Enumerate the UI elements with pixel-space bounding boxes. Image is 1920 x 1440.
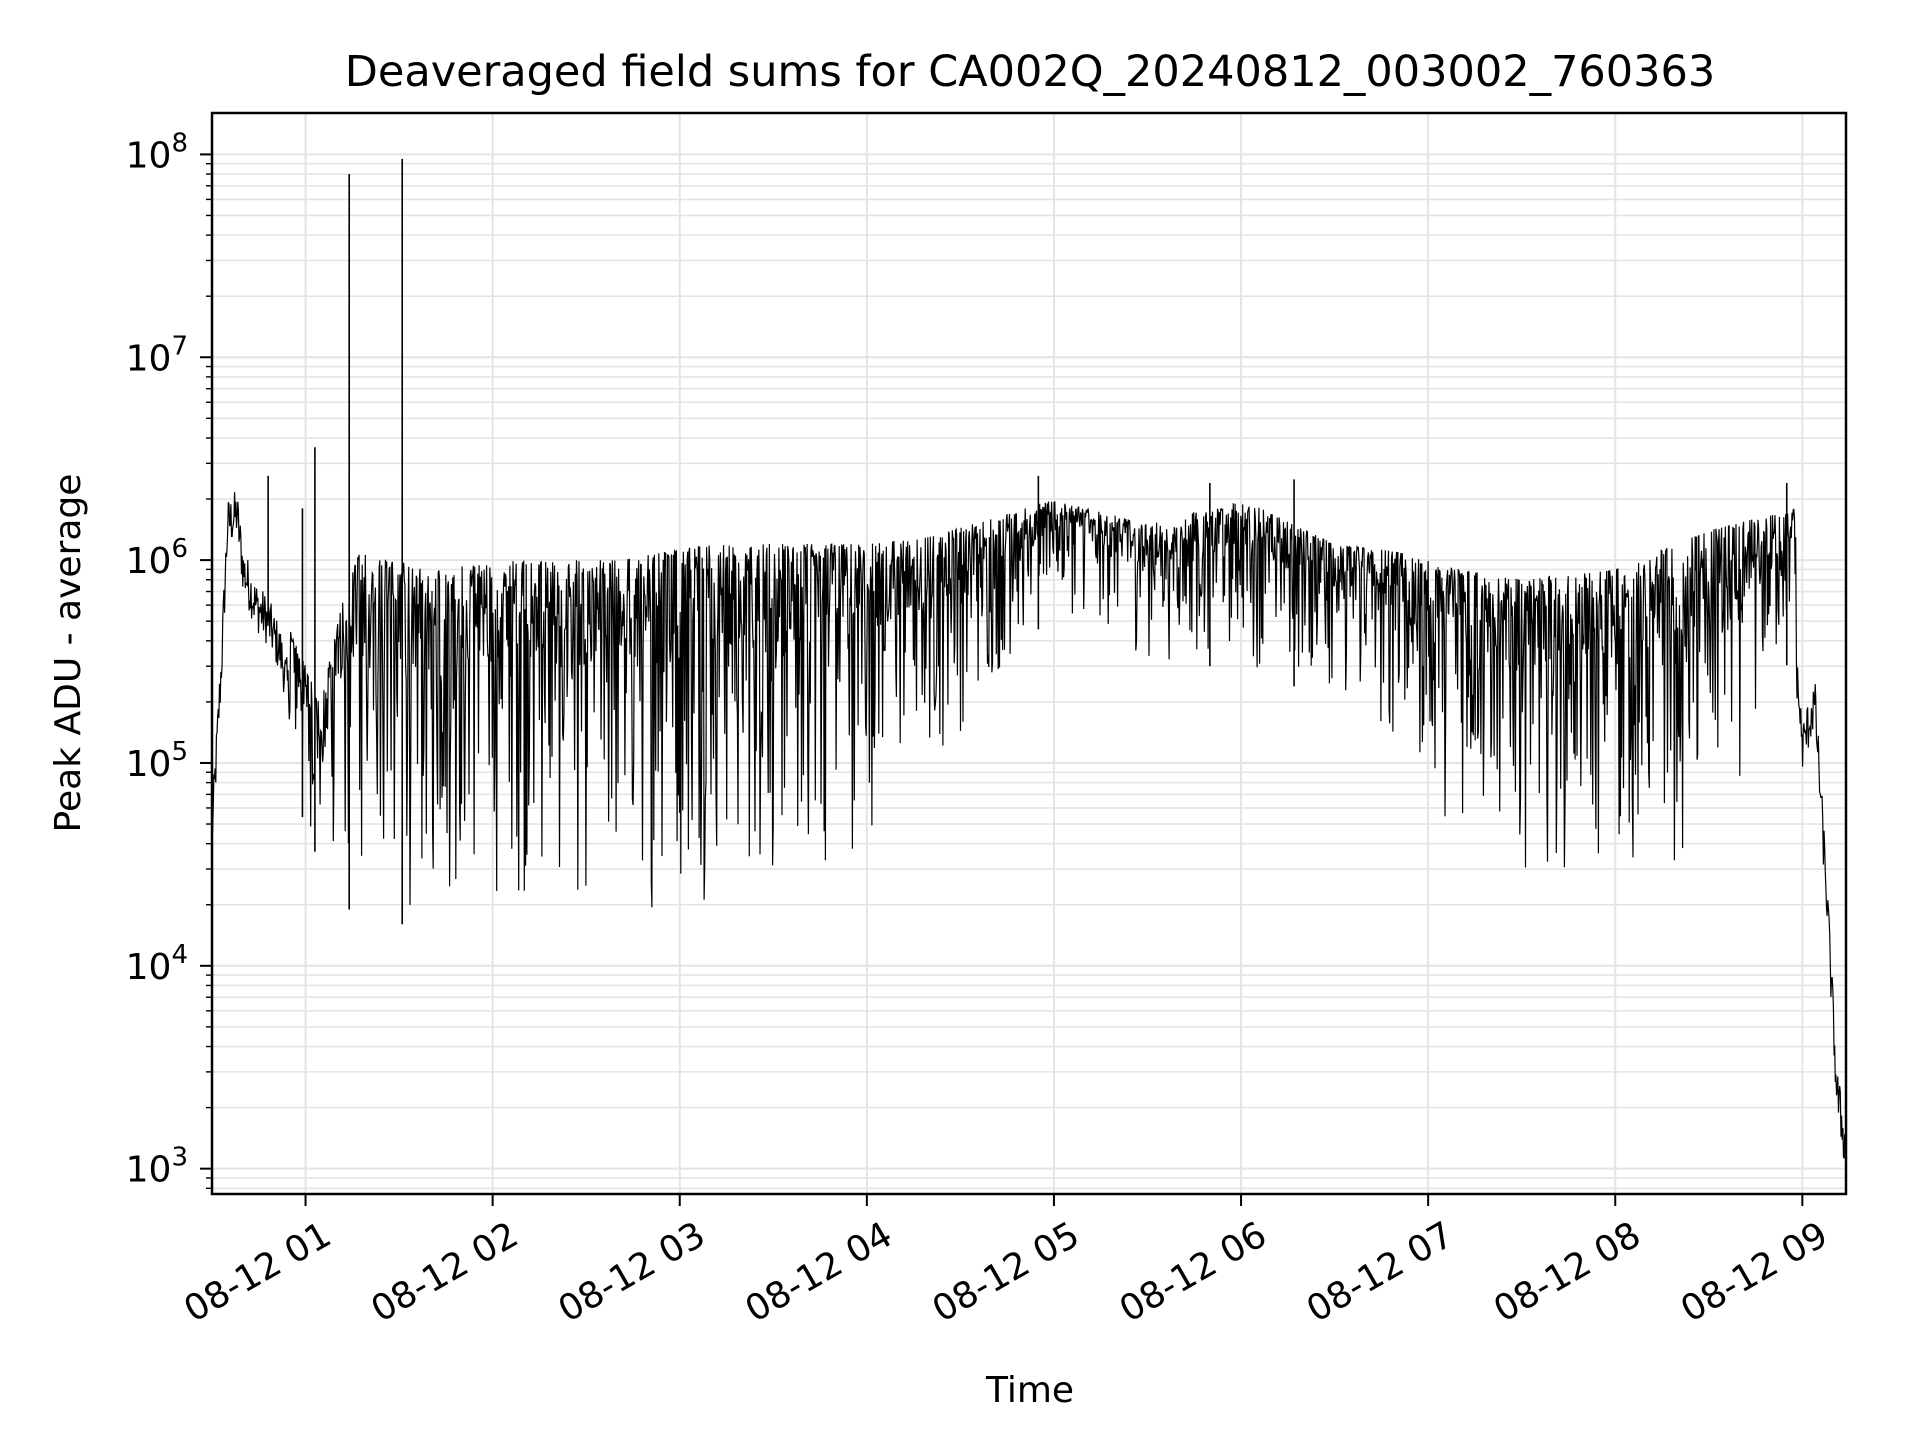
x-axis-label: Time (985, 1370, 1074, 1411)
plot-area (211, 158, 1847, 1160)
chart-title: Deaveraged field sums for CA002Q_2024081… (345, 47, 1715, 97)
y-tick-label: 108 (126, 128, 188, 176)
grid (212, 113, 1846, 1194)
y-axis-label: Peak ADU - average (48, 474, 89, 833)
y-tick-label: 103 (126, 1143, 188, 1191)
y-axis: 103 104 105 106 107 108 (126, 128, 212, 1191)
data-line (211, 492, 1847, 1160)
plot-frame (210, 111, 1848, 1196)
y-tick-label: 105 (126, 737, 188, 785)
y-tick-label: 106 (126, 534, 188, 582)
y-tick-label: 107 (126, 331, 188, 379)
y-tick-label: 104 (126, 940, 188, 988)
